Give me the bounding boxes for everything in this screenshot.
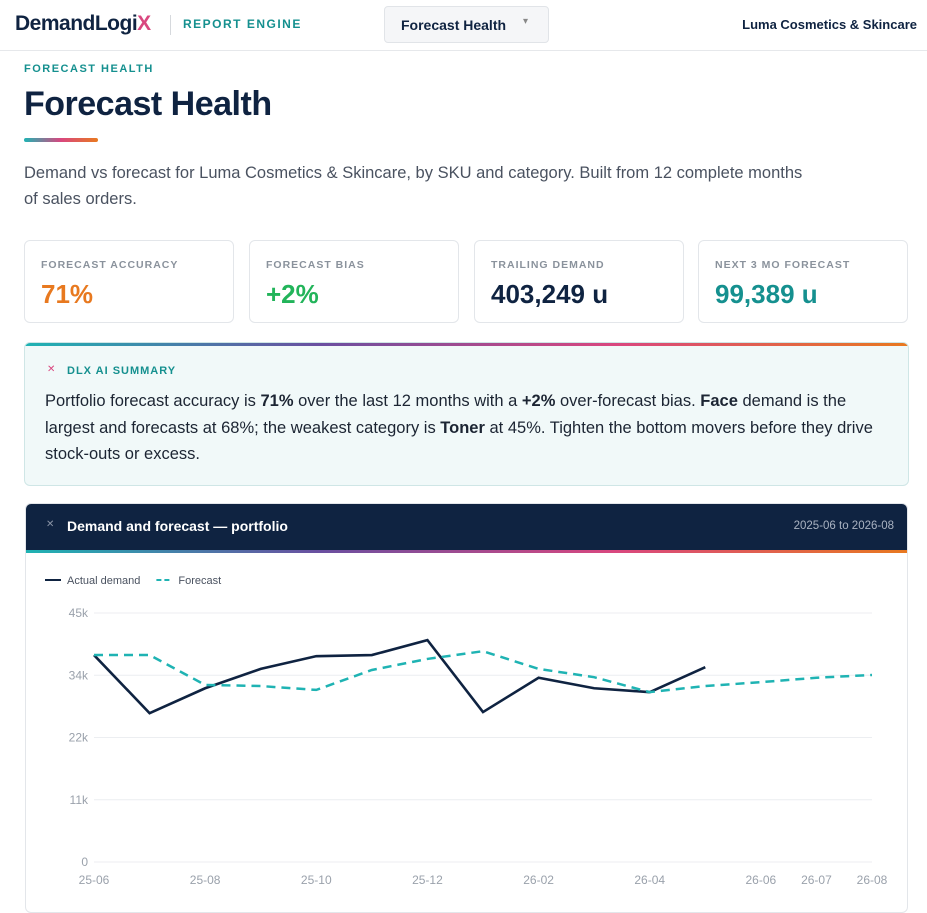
- brand[interactable]: DemandLogiX: [15, 12, 151, 36]
- kpi-card: FORECAST ACCURACY 71%: [24, 240, 234, 323]
- page-description: Demand vs forecast for Luma Cosmetics & …: [24, 164, 803, 208]
- x-tick-label: 26-02: [523, 873, 554, 887]
- chart-title: Demand and forecast — portfolio: [67, 518, 288, 534]
- x-tick-label: 25-08: [190, 873, 221, 887]
- chart-icon: ✕: [46, 519, 55, 530]
- kpi-label: FORECAST ACCURACY: [41, 259, 179, 271]
- kpi-label: NEXT 3 MO FORECAST: [715, 259, 851, 271]
- summary-segment: Toner: [440, 418, 485, 437]
- kpi-card: NEXT 3 MO FORECAST 99,389 u: [698, 240, 908, 323]
- kpi-label: TRAILING DEMAND: [491, 259, 605, 271]
- summary-segment: over the last 12 months with a: [293, 392, 522, 410]
- summary-box: ✕ DLX AI SUMMARY Portfolio forecast accu…: [24, 342, 909, 486]
- legend-label: Actual demand: [67, 575, 140, 587]
- summary-segment: at 45%. Tighten the bottom movers before…: [45, 418, 873, 464]
- y-tick-label: 22k: [69, 731, 89, 745]
- x-tick-label: 26-07: [801, 873, 832, 887]
- summary-text: Portfolio forecast accuracy is 71% over …: [45, 388, 890, 468]
- x-tick-label: 26-04: [634, 873, 665, 887]
- y-tick-label: 0: [81, 855, 88, 869]
- x-tick-label: 26-06: [746, 873, 777, 887]
- summary-segment: Face: [700, 392, 738, 410]
- summary-segment: over-forecast bias.: [555, 392, 701, 410]
- kpi-card: FORECAST BIAS +2%: [249, 240, 459, 323]
- kpi-value: 71%: [41, 279, 94, 309]
- y-tick-label: 34k: [69, 668, 89, 682]
- divider: [170, 15, 171, 35]
- title-accent: [24, 138, 98, 142]
- y-tick-label: 11k: [70, 793, 89, 807]
- kpi-value: +2%: [266, 279, 319, 309]
- legend-label: Forecast: [178, 575, 221, 587]
- y-tick-label: 45k: [69, 606, 89, 620]
- summary-segment: +2%: [521, 392, 556, 410]
- chart-subtitle: 2025-06 to 2026-08: [793, 520, 894, 532]
- page-title: Forecast Health: [24, 85, 272, 123]
- chart-accent: [26, 550, 907, 553]
- brand-text: DemandLogi: [15, 12, 138, 35]
- chart-panel: ✕ Demand and forecast — portfolio 2025-0…: [25, 503, 908, 913]
- section-label: REPORT ENGINE: [183, 17, 302, 31]
- summary-accent: [25, 343, 908, 346]
- chart: 0 11k 22k 34k 45k 25-06 25-08 25-10 25-12 26-02 26…: [45, 575, 888, 887]
- x-tick-label: 25-06: [79, 873, 110, 887]
- summary-label: DLX AI SUMMARY: [67, 365, 177, 377]
- dropdown-label: Forecast Health: [401, 17, 507, 33]
- top-bar: DemandLogiX REPORT ENGINE Forecast Healt…: [0, 0, 927, 51]
- summary-segment: demand is the largest and forecasts at 6…: [45, 392, 847, 437]
- summary-segment: Portfolio forecast accuracy is: [45, 392, 261, 410]
- kpi-value: 403,249 u: [491, 279, 609, 309]
- x-tick-label: 25-10: [301, 873, 332, 887]
- summary-icon: ✕: [47, 364, 56, 375]
- x-tick-label: 26-08: [857, 873, 888, 887]
- chart-header: ✕ Demand and forecast — portfolio 2025-0…: [26, 504, 907, 550]
- series-line: [94, 649, 873, 694]
- x-tick-label: 25-12: [412, 873, 443, 887]
- dropdown-caret: ▾: [523, 16, 529, 27]
- dropdown[interactable]: Forecast Health ▾: [384, 6, 549, 43]
- kpi-card: TRAILING DEMAND 403,249 u: [474, 240, 684, 323]
- series-line: [93, 638, 706, 715]
- client-name: Luma Cosmetics & Skincare: [742, 17, 917, 32]
- brand-mark: X: [137, 12, 151, 35]
- kpi-label: FORECAST BIAS: [266, 259, 365, 271]
- summary-segment: 71%: [260, 392, 294, 410]
- eyebrow: FORECAST HEALTH: [24, 63, 154, 75]
- kpi-value: 99,389 u: [715, 279, 818, 309]
